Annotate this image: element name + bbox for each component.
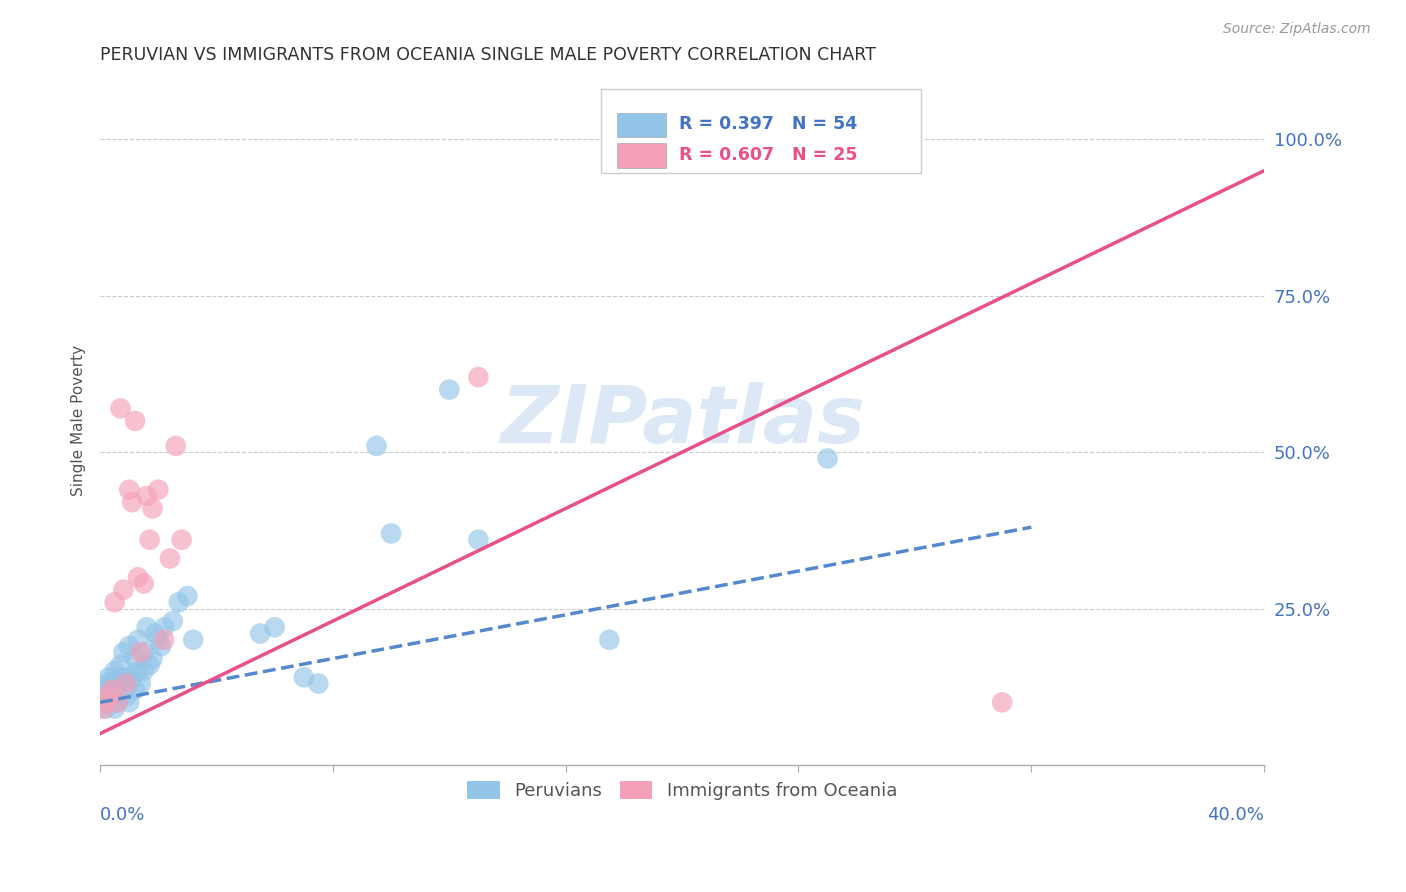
Point [100,695,122,709]
Point [94,701,117,715]
Point [141,501,163,516]
Point [100,676,122,690]
Point [132,664,155,678]
Point [97,689,120,703]
Point [112,682,135,697]
Point [127,632,149,647]
Text: R = 0.397   N = 54: R = 0.397 N = 54 [679,115,856,134]
Point [366,439,388,453]
Text: R = 0.607   N = 25: R = 0.607 N = 25 [679,145,858,163]
Point [167,595,190,609]
Point [153,620,176,634]
Point [127,570,149,584]
Point [148,632,170,647]
Point [138,533,160,547]
Point [110,689,132,703]
Point [598,632,620,647]
Legend: Peruvians, Immigrants from Oceania: Peruvians, Immigrants from Oceania [460,773,904,807]
Point [115,670,138,684]
Point [132,645,155,659]
Point [107,670,129,684]
Point [97,695,120,709]
Point [124,414,146,428]
Point [132,576,155,591]
Text: 40.0%: 40.0% [1208,805,1264,823]
Point [292,670,315,684]
Point [148,483,170,497]
Point [124,682,146,697]
Point [991,695,1014,709]
Point [150,639,173,653]
FancyBboxPatch shape [617,143,666,168]
Point [115,689,138,703]
Point [97,670,120,684]
Text: Source: ZipAtlas.com: Source: ZipAtlas.com [1223,22,1371,37]
Point [467,533,489,547]
Point [380,526,402,541]
Point [145,626,167,640]
Point [307,676,329,690]
Point [135,620,157,634]
Point [118,676,141,690]
Point [104,664,127,678]
Point [118,639,141,653]
Point [127,664,149,678]
Point [94,676,117,690]
Point [181,632,204,647]
Point [118,483,141,497]
Point [165,439,187,453]
Point [249,626,271,640]
Point [104,689,127,703]
Point [176,589,198,603]
Point [159,551,181,566]
Point [162,614,184,628]
Point [467,370,489,384]
Point [439,383,461,397]
Point [97,682,120,697]
Point [91,682,114,697]
Point [170,533,193,547]
Point [129,676,152,690]
Point [121,670,143,684]
Point [135,489,157,503]
Point [112,582,135,597]
Point [110,676,132,690]
Point [118,695,141,709]
Point [107,695,129,709]
Point [110,401,132,416]
FancyBboxPatch shape [600,89,921,173]
Point [110,657,132,672]
Point [115,676,138,690]
Point [121,495,143,509]
Point [263,620,285,634]
Text: 0.0%: 0.0% [100,805,145,823]
Point [91,701,114,715]
Point [104,595,127,609]
Point [153,632,176,647]
Point [129,645,152,659]
Y-axis label: Single Male Poverty: Single Male Poverty [72,345,86,497]
Point [112,645,135,659]
Text: ZIPatlas: ZIPatlas [499,382,865,460]
Point [124,651,146,665]
Text: PERUVIAN VS IMMIGRANTS FROM OCEANIA SINGLE MALE POVERTY CORRELATION CHART: PERUVIAN VS IMMIGRANTS FROM OCEANIA SING… [100,46,876,64]
Point [817,451,839,466]
Point [104,701,127,715]
Point [138,657,160,672]
Point [107,695,129,709]
Point [100,682,122,697]
Point [141,651,163,665]
Point [94,695,117,709]
Point [91,695,114,709]
Point [94,689,117,703]
FancyBboxPatch shape [617,112,666,137]
